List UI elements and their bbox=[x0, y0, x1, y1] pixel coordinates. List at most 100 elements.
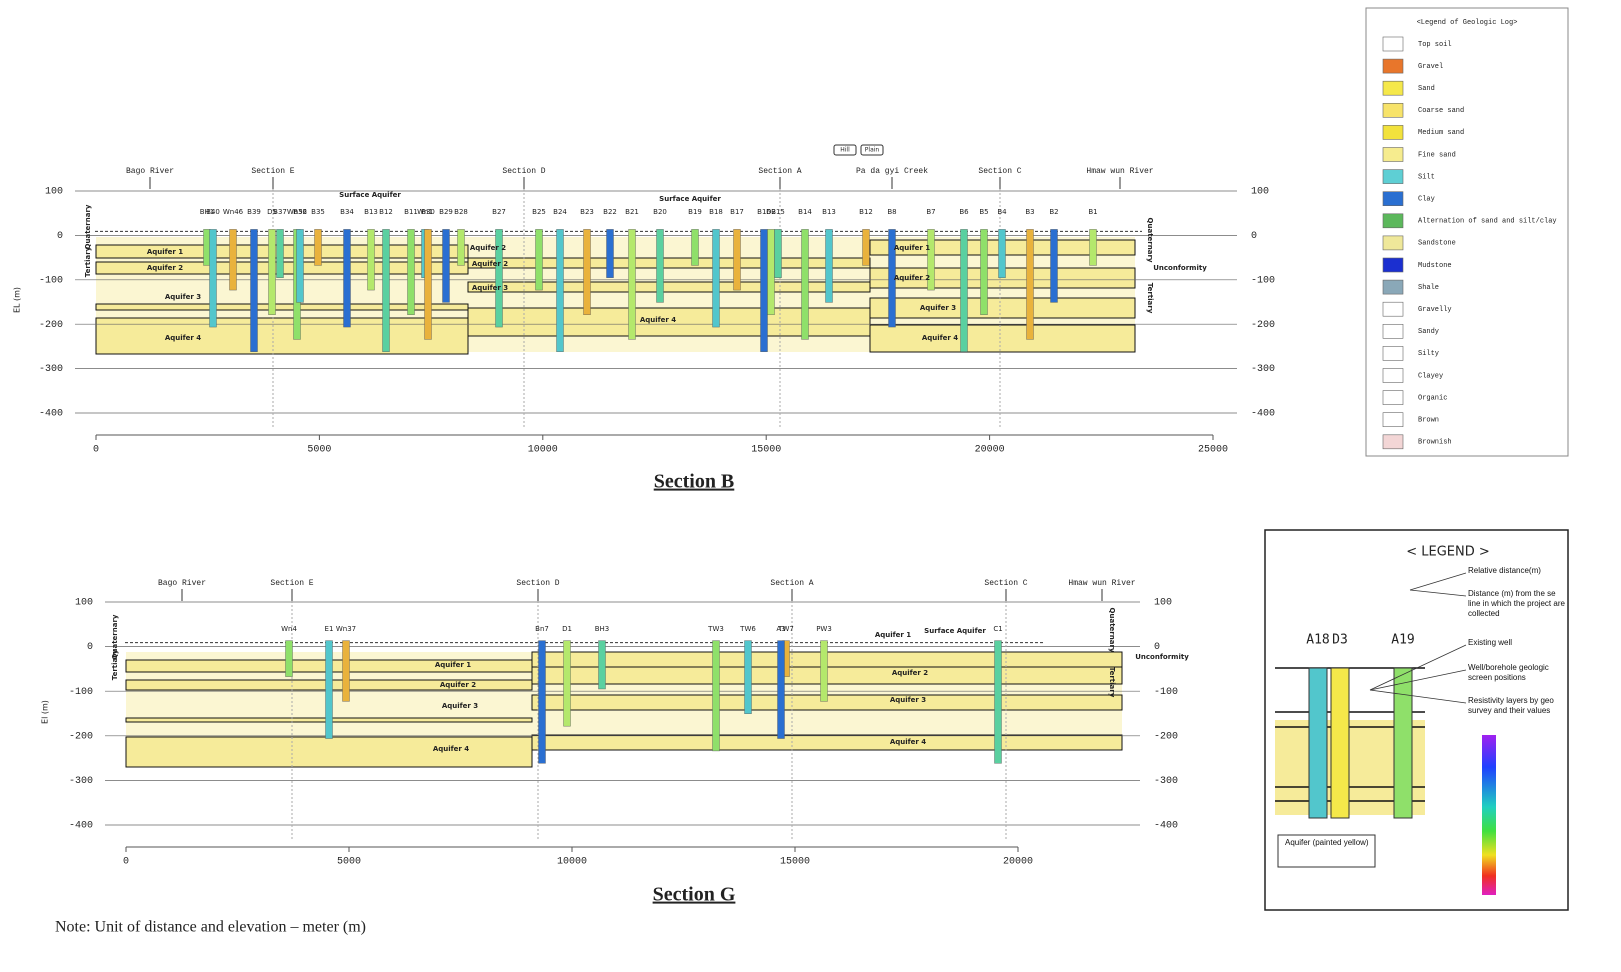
annotation: Plain bbox=[865, 147, 880, 154]
borehole bbox=[863, 229, 870, 265]
unconformity-label: Unconformity bbox=[1153, 264, 1207, 272]
y-tick-label: -200 bbox=[39, 320, 63, 331]
borehole bbox=[1027, 229, 1034, 339]
x-tick-label: 5000 bbox=[307, 445, 331, 456]
y-tick-label: 0 bbox=[87, 642, 93, 653]
legend-swatch bbox=[1383, 59, 1403, 73]
legend-item: Fine sand bbox=[1418, 151, 1456, 159]
borehole-label: B35 bbox=[311, 208, 325, 216]
borehole bbox=[286, 641, 293, 677]
borehole-label: TW6 bbox=[739, 625, 756, 633]
legend-item: Gravel bbox=[1418, 63, 1443, 71]
x-tick-label: 0 bbox=[93, 445, 99, 456]
annotation: Hill bbox=[840, 147, 850, 154]
borehole-label: B12 bbox=[859, 208, 873, 216]
borehole bbox=[821, 641, 828, 702]
legend-item: Top soil bbox=[1418, 41, 1452, 49]
layer-label: Aquifer 2 bbox=[472, 260, 508, 268]
location-label: Section E bbox=[251, 167, 294, 176]
period-label: Quaternary bbox=[1146, 218, 1154, 263]
x-tick-label: 15000 bbox=[751, 445, 781, 456]
layer-label: Aquifer 4 bbox=[640, 316, 676, 324]
borehole bbox=[425, 229, 432, 339]
legend-item: Well/borehole geologic screen positions bbox=[1468, 663, 1566, 683]
location-label: Section C bbox=[978, 167, 1021, 176]
y-tick-label-right: -300 bbox=[1154, 776, 1178, 787]
borehole-label: D1 bbox=[562, 625, 572, 633]
legend-swatch bbox=[1383, 258, 1403, 272]
legend-swatch bbox=[1383, 170, 1403, 184]
period-label: Tertiary bbox=[1146, 283, 1154, 314]
borehole-label: B14 bbox=[798, 208, 812, 216]
borehole bbox=[564, 641, 571, 727]
legend-swatch bbox=[1383, 103, 1403, 117]
layer-label: Aquifer 3 bbox=[920, 304, 956, 312]
borehole-label: Wn4 bbox=[281, 625, 297, 633]
borehole bbox=[734, 229, 741, 290]
legend-swatch bbox=[1383, 413, 1403, 427]
legend-item: Silty bbox=[1418, 350, 1439, 358]
borehole-label: B25 bbox=[532, 208, 546, 216]
legend-swatch bbox=[1383, 214, 1403, 228]
legend-well-label: D3 bbox=[1332, 633, 1348, 648]
borehole-label: B13 bbox=[364, 208, 378, 216]
legend-item: Aquifer (painted yellow) bbox=[1285, 838, 1375, 848]
location-label: Section D bbox=[516, 579, 559, 588]
legend-swatch bbox=[1383, 81, 1403, 95]
legend-item-box: Resistivity layers by geo survey and the… bbox=[1468, 696, 1566, 732]
borehole bbox=[368, 229, 375, 290]
layer-label: Aquifer 3 bbox=[442, 702, 478, 710]
borehole-label: B11 bbox=[404, 208, 418, 216]
y-tick-label-right: -200 bbox=[1154, 731, 1178, 742]
borehole bbox=[692, 229, 699, 265]
borehole-label: Wn37 bbox=[336, 625, 356, 633]
borehole bbox=[344, 229, 351, 327]
borehole-label: B13 bbox=[822, 208, 836, 216]
borehole bbox=[557, 229, 564, 351]
layer-label: Aquifer 1 bbox=[435, 661, 471, 669]
borehole-label: B27 bbox=[492, 208, 506, 216]
location-label: Hmaw wun River bbox=[1086, 167, 1153, 176]
x-tick-label: 20000 bbox=[1003, 857, 1033, 868]
x-tick-label: 10000 bbox=[528, 445, 558, 456]
legend-swatch bbox=[1383, 391, 1403, 405]
legend-well bbox=[1331, 668, 1349, 818]
y-axis-label: EL (m) bbox=[13, 287, 22, 313]
borehole bbox=[443, 229, 450, 302]
location-label: Bago River bbox=[126, 167, 174, 176]
legend-swatch bbox=[1383, 346, 1403, 360]
y-tick-label: -200 bbox=[69, 731, 93, 742]
borehole bbox=[999, 229, 1006, 277]
y-tick-label-right: -100 bbox=[1251, 275, 1275, 286]
y-axis-label: El (m) bbox=[41, 700, 50, 724]
legend-swatch bbox=[1383, 236, 1403, 250]
borehole bbox=[629, 229, 636, 339]
layer-label: Aquifer 3 bbox=[890, 696, 926, 704]
layer-label: Aquifer 1 bbox=[875, 631, 911, 639]
borehole-label: B22 bbox=[603, 208, 617, 216]
aquifer-band bbox=[468, 282, 870, 292]
x-tick-label: 25000 bbox=[1198, 445, 1228, 456]
layer-label: Aquifer 4 bbox=[890, 738, 926, 746]
layer-label: Aquifer 4 bbox=[165, 334, 201, 342]
borehole bbox=[269, 229, 276, 314]
borehole bbox=[802, 229, 809, 339]
location-label: Section A bbox=[770, 579, 813, 588]
legend-swatch bbox=[1383, 280, 1403, 294]
legend-item: Alternation of sand and silt/clay bbox=[1418, 218, 1557, 226]
borehole bbox=[315, 229, 322, 265]
borehole bbox=[251, 229, 258, 351]
aquifer-band bbox=[468, 258, 870, 268]
borehole bbox=[210, 229, 217, 327]
legend-item: Distance (m) from the se line in which t… bbox=[1468, 589, 1566, 619]
legend-swatch bbox=[1383, 37, 1403, 51]
x-tick-label: 5000 bbox=[337, 857, 361, 868]
legend-item: Sand bbox=[1418, 85, 1435, 93]
period-label: Quaternary bbox=[84, 204, 92, 249]
borehole-label: Wn46 bbox=[223, 208, 244, 216]
y-tick-label-right: -400 bbox=[1251, 409, 1275, 420]
period-label: Tertiary bbox=[1108, 667, 1116, 698]
resistivity-scale bbox=[1482, 735, 1496, 895]
borehole-label: E1 bbox=[325, 625, 334, 633]
period-label: Tertiary bbox=[84, 246, 92, 277]
